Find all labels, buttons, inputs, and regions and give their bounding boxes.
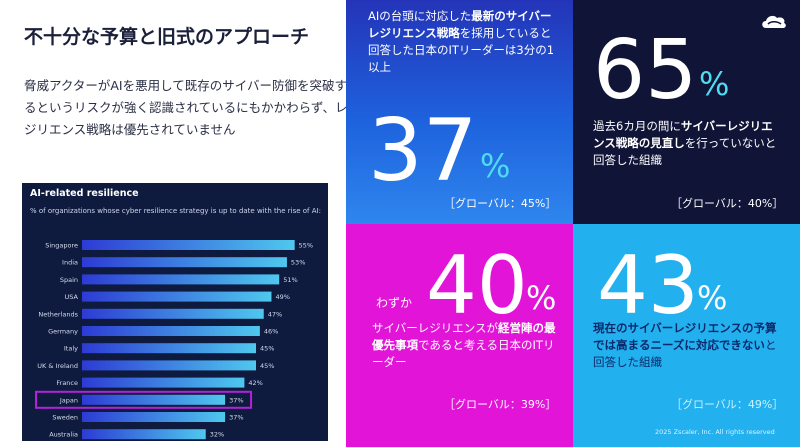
bar: [82, 377, 245, 388]
highlight-box: [35, 390, 253, 409]
stat-tile-strategy-adoption: AIの台頭に対応した最新のサイバーレジリエンス戦略を採用していると回答した日本の…: [346, 0, 573, 224]
stat-tile-budget: 43 % 現在のサイバーレジリエンスの予算では高まるニーズに対応できないと回答し…: [573, 224, 800, 447]
value-label: 37%: [229, 396, 243, 404]
stat-tile-strategy-review: 65 % 過去6カ月の間にサイバーレジリエンス戦略の見直しを行っていないと回答し…: [573, 0, 800, 224]
value-label: 55%: [299, 242, 313, 250]
value-label: 45%: [260, 345, 274, 353]
category-label: Spain: [60, 276, 78, 284]
tile-3-number: 40: [426, 239, 528, 332]
value-label: 32%: [210, 431, 224, 439]
tile-2-number: 65: [593, 23, 698, 118]
value-label: 46%: [264, 328, 278, 336]
stat-tile-executive-priority: わずか 40 % サイバーレジリエンスが経営陣の最優先事項であると考える日本のI…: [346, 224, 573, 447]
chart-panel: Singapore 55% India 53% Spain 51% USA 49% Nether…: [22, 183, 328, 441]
value-label: 42%: [248, 379, 262, 387]
tile-1-percent: %: [480, 147, 511, 185]
value-label: 47%: [268, 310, 282, 318]
tile-1-text: AIの台頭に対応した最新のサイバーレジリエンス戦略を採用していると回答した日本の…: [368, 9, 555, 74]
tile-3-percent: %: [526, 279, 557, 317]
category-label: Singapore: [45, 242, 78, 250]
category-label: Italy: [64, 345, 78, 353]
category-label: Australia: [49, 431, 78, 439]
category-label: Sweden: [52, 414, 78, 422]
value-label: 53%: [291, 259, 305, 267]
tile-4-text: 現在のサイバーレジリエンスの予算では高まるニーズに対応できないと回答した組織: [593, 321, 777, 369]
tile-2-global: ［グローバル：40%］: [671, 197, 784, 210]
category-label: India: [62, 259, 78, 267]
page-description: 脅威アクターがAIを悪用して既存のサイバー防御を突破するというリスクが強く認識さ…: [24, 78, 348, 137]
value-label: 37%: [229, 414, 243, 422]
tile-2-percent: %: [699, 65, 730, 103]
category-label: Germany: [48, 328, 78, 336]
bar: [82, 274, 280, 285]
tile-1-global: ［グローバル：45%］: [444, 197, 557, 210]
value-label: 51%: [283, 276, 297, 284]
chart-title: AI-related resilience: [30, 188, 139, 199]
tile-4-percent: %: [697, 279, 728, 317]
bar: [82, 308, 264, 319]
tile-3-prefix: わずか: [376, 296, 413, 310]
bar-chart: Singapore 55% India 53% Spain 51% USA 49% Nether…: [35, 240, 313, 440]
bar: [82, 257, 287, 268]
chart-subtitle: % of organizations whose cyber resilienc…: [30, 207, 321, 215]
zscaler-cloud-icon: [762, 15, 786, 28]
bar: [82, 429, 206, 440]
tile-3-global: ［グローバル：39%］: [444, 398, 557, 411]
bar: [82, 291, 272, 302]
category-label: USA: [65, 293, 79, 301]
value-label: 49%: [275, 293, 289, 301]
page-title: 不十分な予算と旧式のアプローチ: [24, 26, 310, 48]
category-label: Netherlands: [38, 310, 78, 318]
bar: [82, 240, 295, 250]
bar: [82, 326, 260, 336]
tile-2-text: 過去6カ月の間にサイバーレジリエンス戦略の見直しを行っていないと回答した組織: [593, 119, 777, 167]
copyright-footer: 2025 Zscaler, Inc. All rights reserved: [655, 428, 775, 436]
category-label: France: [56, 379, 78, 387]
category-label: UK & Ireland: [37, 362, 78, 370]
tile-4-global: ［グローバル：49%］: [671, 398, 784, 411]
tile-3-text: サイバーレジリエンスが経営陣の最優先事項であると考える日本のITリーダー: [372, 321, 556, 369]
bar: [82, 394, 226, 405]
bar: [82, 412, 226, 422]
category-label: Japan: [59, 396, 78, 404]
tile-4-number: 43: [597, 239, 699, 332]
bar: [82, 360, 256, 371]
bar: [82, 343, 256, 354]
value-label: 45%: [260, 362, 274, 370]
tile-1-number: 37: [368, 101, 478, 201]
